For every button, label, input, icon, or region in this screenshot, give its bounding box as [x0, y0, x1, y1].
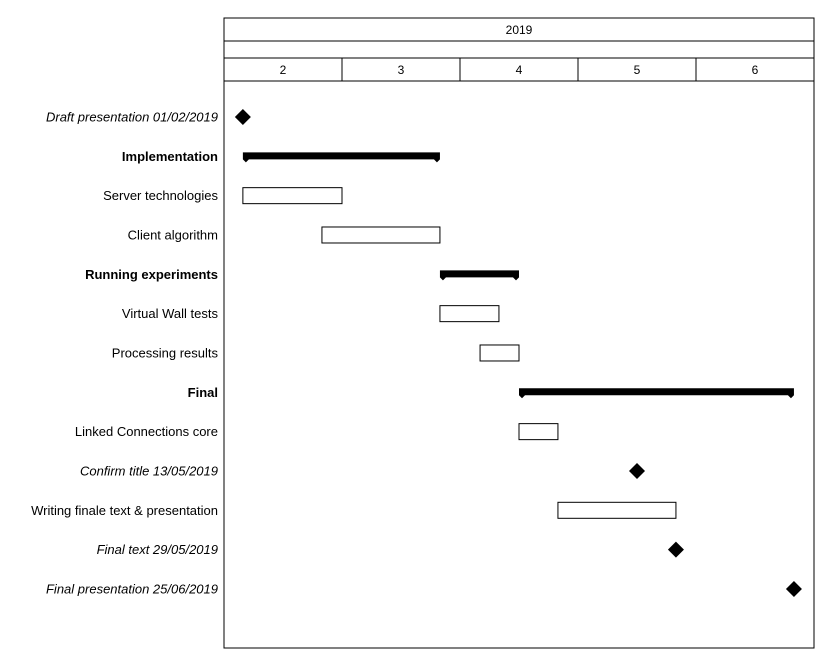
row-label: Running experiments [85, 267, 218, 282]
row-label: Implementation [122, 149, 218, 164]
month-label: 6 [752, 63, 759, 77]
task-bar [557, 501, 677, 519]
month-label: 3 [398, 63, 405, 77]
row-label: Writing finale text & presentation [31, 503, 218, 518]
summary-bar [439, 270, 519, 281]
row-label: Server technologies [103, 188, 218, 203]
milestone-diamond [629, 462, 645, 479]
row-label: Draft presentation 01/02/2019 [46, 110, 218, 125]
milestone-diamond [234, 109, 251, 125]
task-bar [321, 226, 441, 244]
row-label: Linked Connections core [75, 424, 218, 439]
timeline-header: 2019 [223, 17, 815, 649]
month-label: 2 [280, 63, 287, 77]
milestone-diamond [785, 580, 802, 597]
month-label: 4 [516, 63, 523, 77]
row-label: Confirm title 13/05/2019 [80, 463, 218, 478]
summary-bar [519, 388, 794, 399]
task-bar [242, 187, 343, 205]
year-label: 2019 [506, 23, 533, 37]
row-label: Final presentation 25/06/2019 [46, 581, 218, 596]
row-label: Final text 29/05/2019 [97, 542, 218, 557]
row-label: Virtual Wall tests [122, 306, 219, 321]
month-cells: 2 3 4 5 6 [280, 58, 759, 81]
milestone-diamond [667, 541, 684, 558]
chart-frame [223, 17, 815, 649]
task-bar [439, 305, 500, 323]
row-labels: Draft presentation 01/02/2019 Implementat… [31, 110, 218, 597]
row-label: Processing results [112, 345, 219, 360]
month-label: 5 [634, 63, 641, 77]
summary-bar [242, 152, 440, 163]
task-bar [479, 344, 520, 362]
row-label: Final [188, 385, 218, 400]
gantt-bars [234, 109, 802, 597]
row-label: Client algorithm [128, 227, 218, 242]
task-bar [518, 423, 559, 441]
